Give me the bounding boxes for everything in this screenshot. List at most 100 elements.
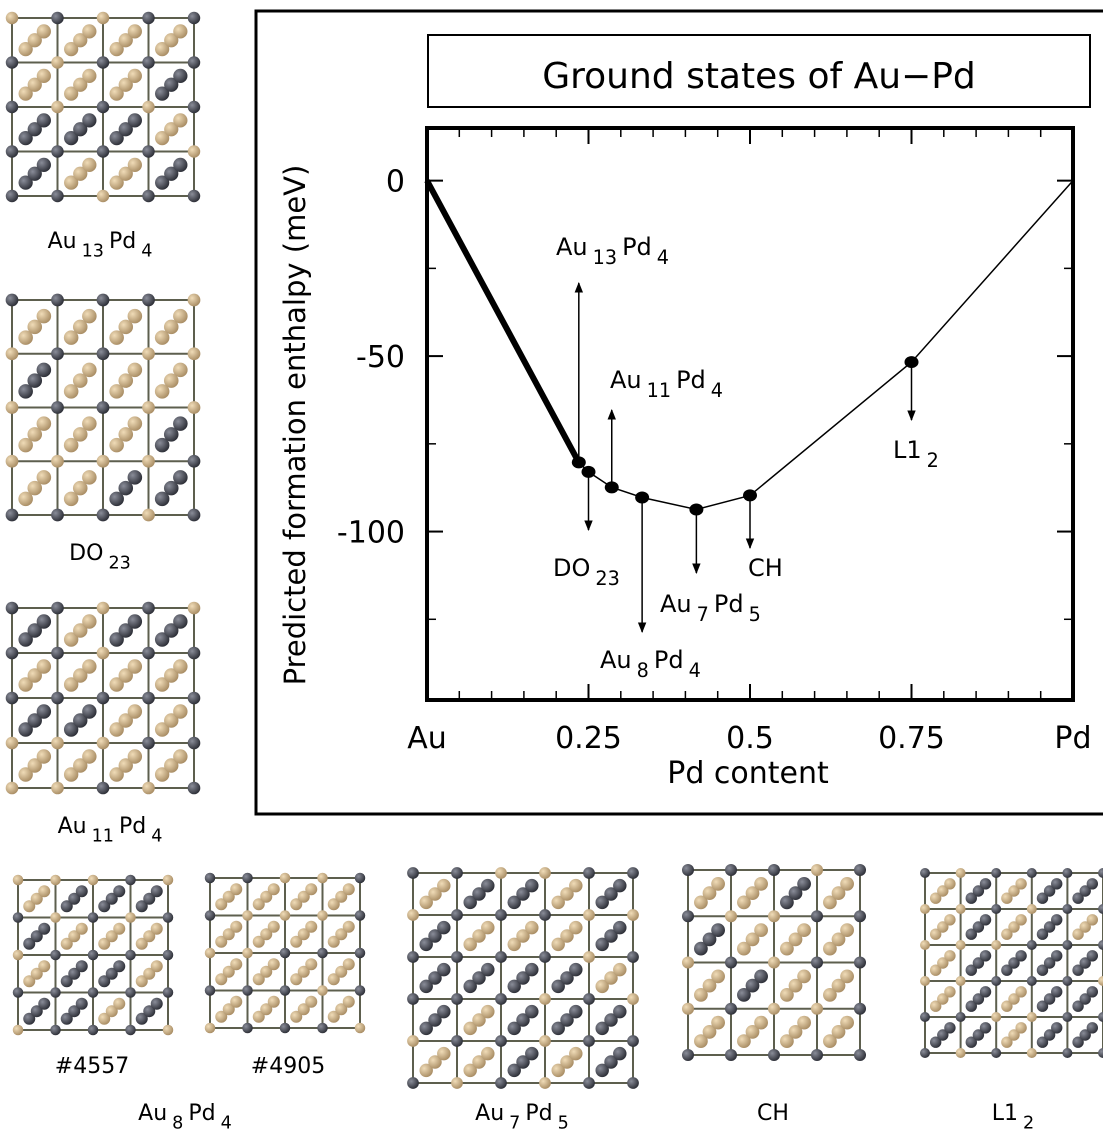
atom xyxy=(113,960,126,973)
atom xyxy=(51,508,64,522)
atom xyxy=(5,781,19,795)
atom xyxy=(516,971,530,985)
atom xyxy=(105,1005,118,1018)
atom xyxy=(831,932,846,947)
atom xyxy=(38,997,51,1010)
atom xyxy=(595,979,609,994)
atom xyxy=(1001,892,1013,904)
atom xyxy=(142,508,155,522)
atom xyxy=(105,930,118,943)
atom xyxy=(955,1048,966,1058)
atom xyxy=(745,978,760,993)
atom xyxy=(150,960,163,973)
atom xyxy=(1015,878,1027,890)
atom xyxy=(127,362,143,378)
atom xyxy=(823,941,837,956)
atom xyxy=(63,722,79,737)
atom xyxy=(780,1034,794,1049)
atom xyxy=(1051,878,1063,890)
atom xyxy=(51,454,64,468)
label-text: Au xyxy=(138,1101,167,1126)
atom xyxy=(853,956,867,969)
atom xyxy=(215,973,228,986)
atom xyxy=(60,975,73,988)
atom xyxy=(937,1029,949,1041)
atom xyxy=(754,1015,768,1030)
atom xyxy=(929,928,942,940)
atom xyxy=(18,632,33,647)
atom xyxy=(724,910,738,923)
atom xyxy=(472,1013,486,1027)
atom xyxy=(260,928,273,941)
atom xyxy=(1036,928,1049,940)
label-text: DO xyxy=(553,554,590,582)
atom xyxy=(551,937,565,952)
atom xyxy=(569,878,583,893)
atom xyxy=(327,898,340,911)
point-label: Au 7 Pd 5 xyxy=(660,590,761,626)
atom xyxy=(569,962,583,977)
atom xyxy=(1062,1048,1073,1058)
atom xyxy=(187,601,201,615)
label-text: DO xyxy=(69,541,103,566)
atom xyxy=(73,77,88,92)
atom xyxy=(944,950,956,962)
atom xyxy=(143,930,156,943)
atom xyxy=(1062,940,1073,950)
atom xyxy=(1036,892,1049,904)
atom xyxy=(613,920,627,935)
atom xyxy=(155,86,170,101)
atom xyxy=(72,319,88,335)
atom xyxy=(63,437,79,453)
atom xyxy=(681,863,695,877)
atom xyxy=(18,722,33,737)
atom xyxy=(154,677,170,692)
label-text: #4557 xyxy=(55,1054,129,1079)
atom xyxy=(1015,1022,1027,1034)
atom xyxy=(5,189,19,203)
atom xyxy=(5,401,19,414)
atom xyxy=(51,347,64,361)
atom xyxy=(96,454,110,468)
atom xyxy=(451,951,463,963)
atom xyxy=(30,930,43,943)
atom xyxy=(840,923,854,938)
label-subscript: 8 xyxy=(637,659,649,682)
atom xyxy=(73,623,88,638)
atom xyxy=(1015,986,1027,998)
atom xyxy=(1098,1048,1103,1058)
atom xyxy=(96,56,110,69)
atom xyxy=(109,677,124,692)
atom xyxy=(407,909,419,921)
atom xyxy=(75,960,88,973)
atom xyxy=(109,131,124,146)
atom xyxy=(27,373,43,388)
atom xyxy=(305,958,318,971)
atom xyxy=(252,1010,265,1023)
atom xyxy=(944,1022,956,1034)
atom xyxy=(788,932,803,947)
atom xyxy=(428,971,442,985)
atom xyxy=(767,910,781,923)
atom xyxy=(73,166,88,181)
atom xyxy=(507,1021,521,1036)
atom xyxy=(135,900,148,913)
atom xyxy=(472,1055,486,1069)
atom xyxy=(972,921,985,933)
atom xyxy=(162,987,174,998)
atom xyxy=(1043,993,1056,1005)
atom xyxy=(125,912,136,923)
atom xyxy=(979,878,992,890)
atom xyxy=(164,713,179,728)
atom xyxy=(125,874,136,886)
atom xyxy=(991,940,1002,950)
atom xyxy=(30,892,43,905)
atom xyxy=(5,736,19,750)
atom xyxy=(702,886,717,901)
label-subscript: 8 xyxy=(172,1113,183,1133)
atom xyxy=(73,122,88,137)
atom xyxy=(5,293,19,307)
atom xyxy=(173,362,188,378)
atom xyxy=(1036,1000,1049,1012)
atom xyxy=(920,868,930,878)
